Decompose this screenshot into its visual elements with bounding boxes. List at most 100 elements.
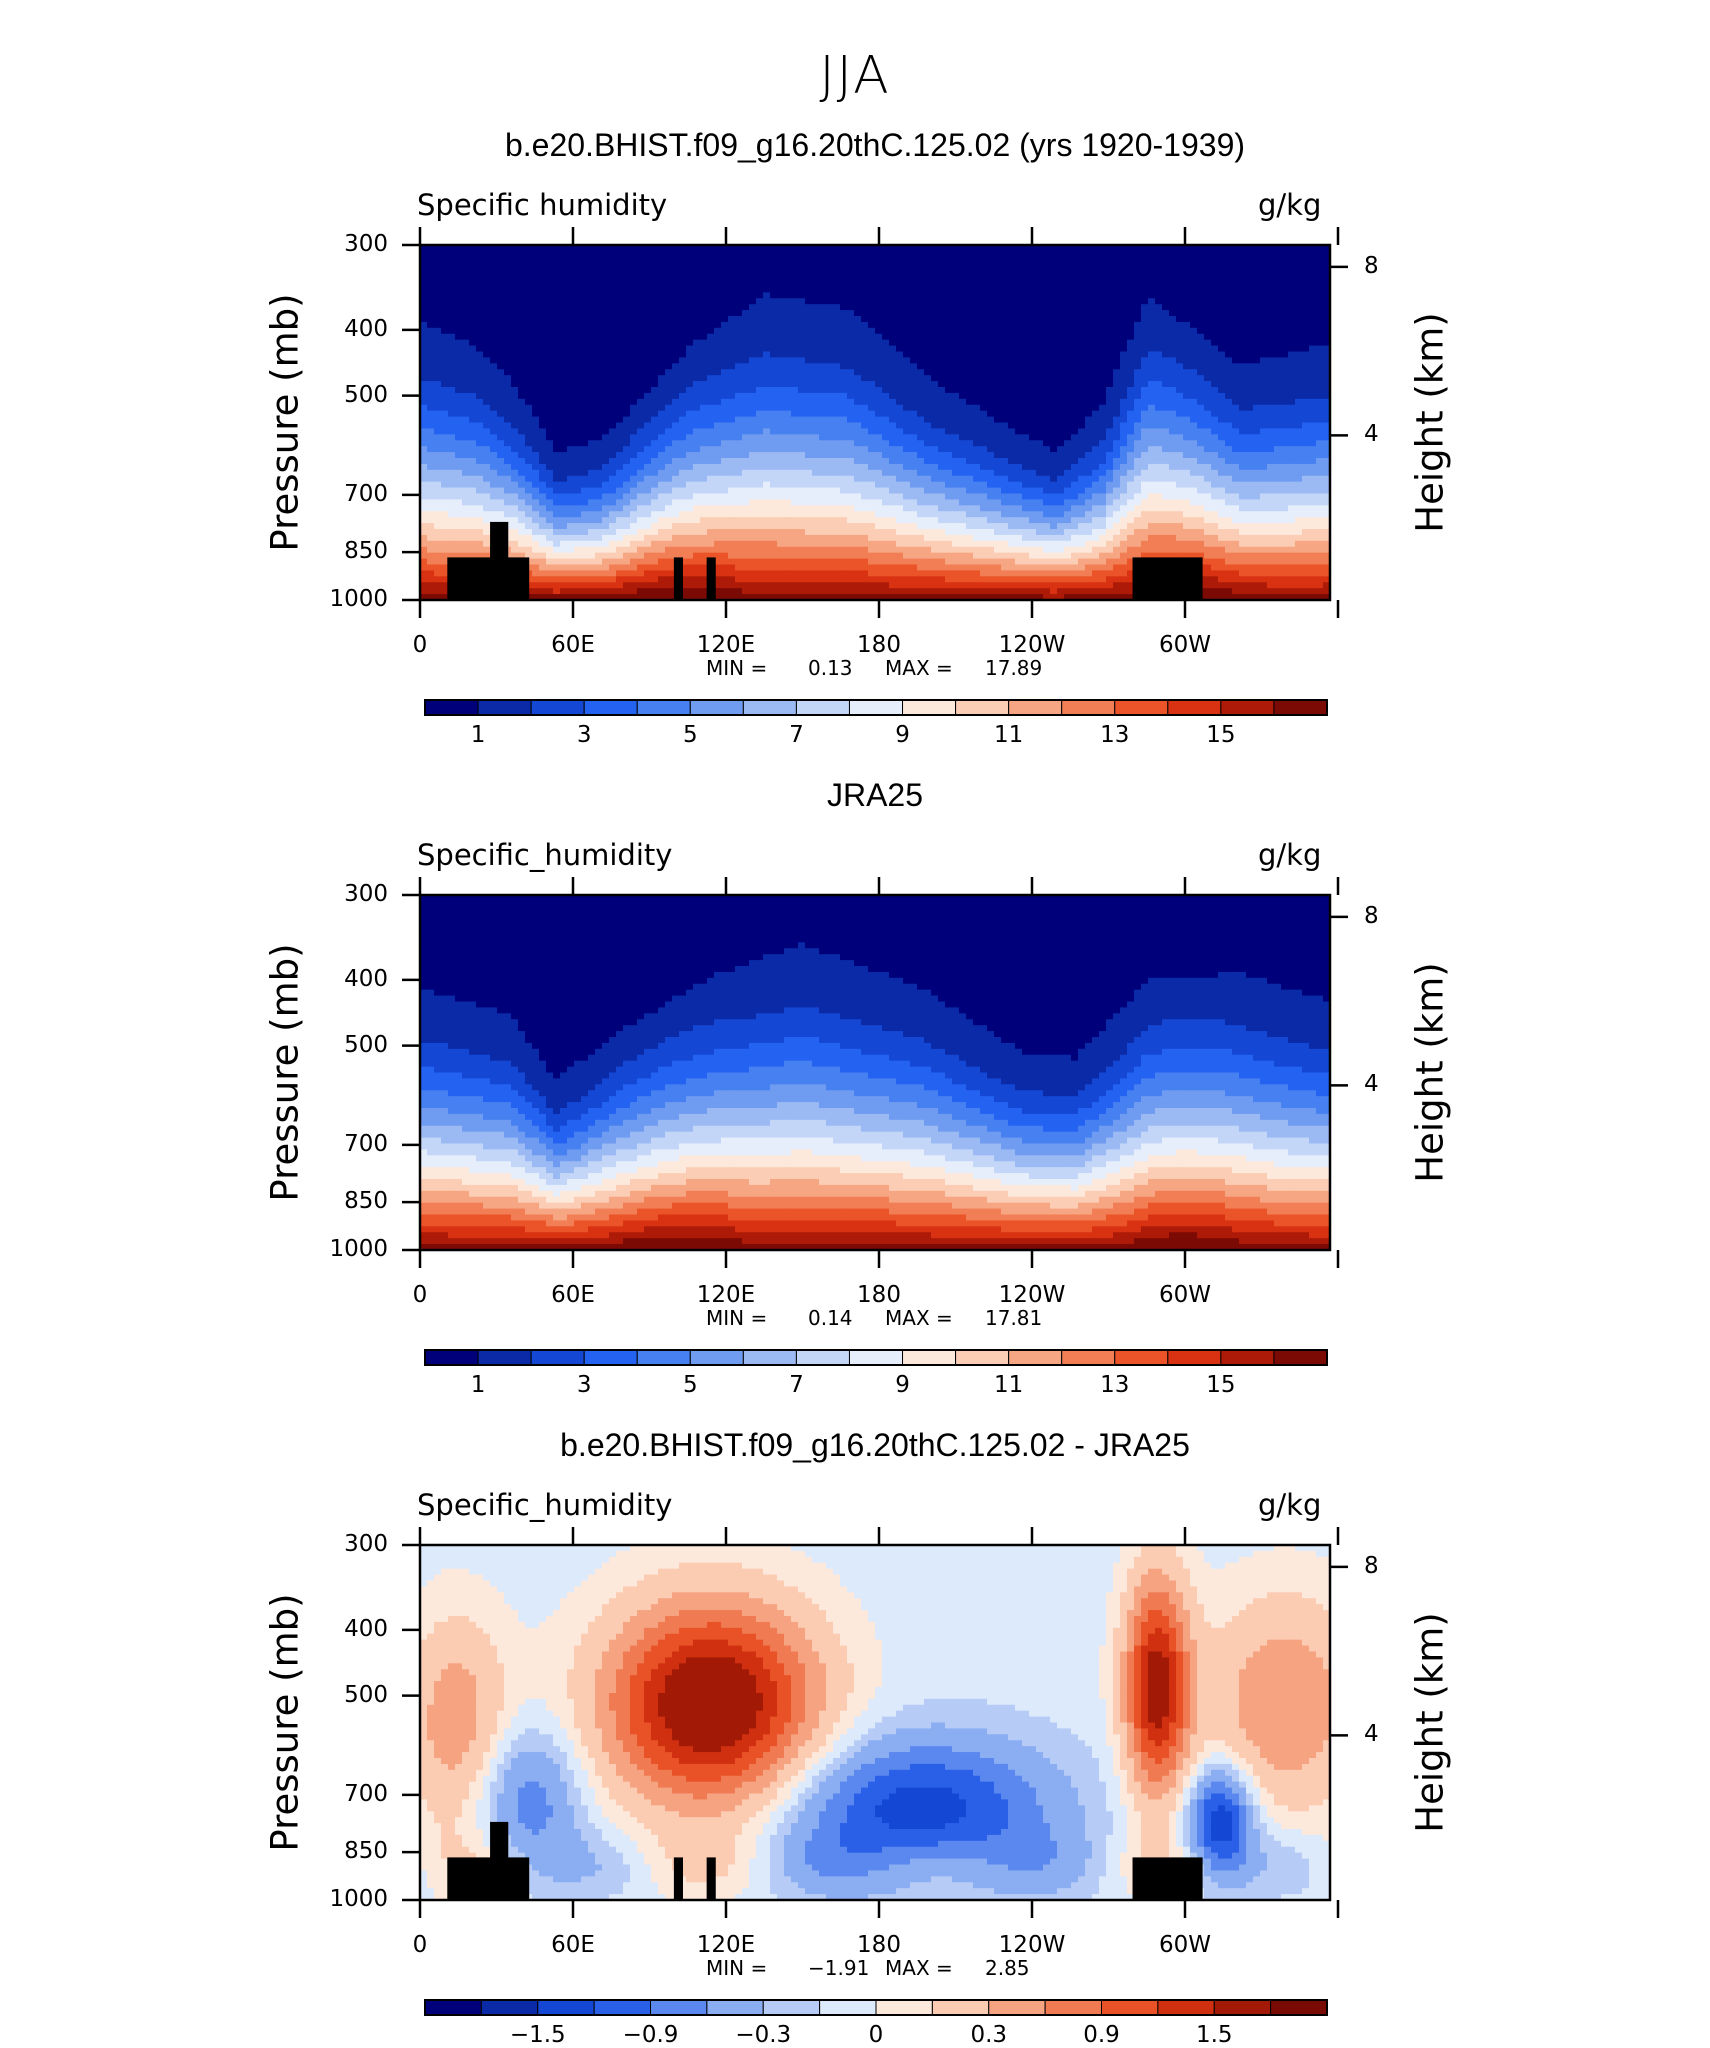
- contour-cell: [525, 263, 533, 270]
- contour-cell: [938, 446, 946, 453]
- contour-cell: [1029, 381, 1037, 388]
- contour-cell: [1078, 375, 1086, 382]
- contour-cell: [791, 446, 799, 453]
- contour-cell: [1225, 263, 1233, 270]
- contour-cell: [1015, 340, 1023, 347]
- contour-cell: [560, 346, 568, 353]
- contour-cell: [490, 316, 498, 323]
- contour-cell: [1036, 434, 1044, 441]
- contour-cell: [1050, 464, 1058, 471]
- contour-cell: [952, 357, 960, 364]
- contour-cell: [434, 440, 442, 447]
- contour-cell: [882, 263, 890, 270]
- contour-cell: [756, 387, 764, 394]
- contour-cell: [735, 298, 743, 305]
- contour-cell: [1211, 458, 1219, 465]
- contour-cell: [952, 328, 960, 335]
- contour-cell: [511, 446, 519, 453]
- contour-cell: [497, 446, 505, 453]
- contour-cell: [980, 346, 988, 353]
- contour-cell: [1288, 393, 1296, 400]
- contour-cell: [938, 464, 946, 471]
- contour-cell: [1197, 281, 1205, 288]
- contour-cell: [462, 434, 470, 441]
- contour-cell: [1274, 423, 1282, 430]
- contour-cell: [644, 434, 652, 441]
- contour-cell: [994, 434, 1002, 441]
- contour-cell: [1029, 375, 1037, 382]
- contour-cell: [1211, 381, 1219, 388]
- contour-cell: [679, 369, 687, 376]
- contour-cell: [903, 387, 911, 394]
- contour-cell: [735, 269, 743, 276]
- contour-cell: [1057, 334, 1065, 341]
- contour-cell: [917, 363, 925, 370]
- contour-cell: [1162, 322, 1170, 329]
- contour-cell: [1127, 286, 1135, 293]
- contour-cell: [1015, 381, 1023, 388]
- contour-cell: [497, 440, 505, 447]
- contour-cell: [497, 286, 505, 293]
- contour-cell: [1162, 281, 1170, 288]
- contour-cell: [742, 328, 750, 335]
- contour-cell: [567, 393, 575, 400]
- contour-cell: [1106, 292, 1114, 299]
- contour-cell: [1246, 322, 1254, 329]
- contour-cell: [1274, 281, 1282, 288]
- contour-cell: [581, 275, 589, 282]
- contour-cell: [1015, 275, 1023, 282]
- contour-cell: [742, 464, 750, 471]
- contour-cell: [1302, 263, 1310, 270]
- contour-cell: [679, 428, 687, 435]
- contour-cell: [812, 334, 820, 341]
- contour-cell: [994, 405, 1002, 412]
- contour-cell: [819, 428, 827, 435]
- contour-cell: [728, 316, 736, 323]
- contour-cell: [560, 357, 568, 364]
- contour-cell: [1302, 316, 1310, 323]
- contour-cell: [1008, 269, 1016, 276]
- contour-cell: [1113, 346, 1121, 353]
- contour-cell: [483, 357, 491, 364]
- contour-cell: [476, 251, 484, 258]
- contour-cell: [1204, 369, 1212, 376]
- contour-cell: [924, 298, 932, 305]
- contour-cell: [1190, 381, 1198, 388]
- contour-cell: [833, 405, 841, 412]
- contour-cell: [539, 423, 547, 430]
- contour-cell: [427, 269, 435, 276]
- contour-cell: [525, 446, 533, 453]
- contour-cell: [1092, 387, 1100, 394]
- contour-cell: [875, 310, 883, 317]
- contour-cell: [700, 257, 708, 264]
- contour-cell: [490, 423, 498, 430]
- contour-cell: [1162, 375, 1170, 382]
- contour-cell: [1169, 298, 1177, 305]
- contour-cell: [1253, 399, 1261, 406]
- contour-cell: [980, 263, 988, 270]
- contour-cell: [1218, 281, 1226, 288]
- contour-cell: [560, 369, 568, 376]
- contour-cell: [1015, 334, 1023, 341]
- contour-cell: [588, 399, 596, 406]
- contour-cell: [616, 346, 624, 353]
- contour-cell: [462, 464, 470, 471]
- contour-cell: [700, 340, 708, 347]
- contour-cell: [1120, 369, 1128, 376]
- contour-cell: [616, 286, 624, 293]
- contour-cell: [441, 328, 449, 335]
- contour-cell: [1043, 257, 1051, 264]
- contour-cell: [959, 269, 967, 276]
- contour-cell: [693, 369, 701, 376]
- contour-cell: [840, 405, 848, 412]
- contour-cell: [693, 375, 701, 382]
- contour-cell: [987, 464, 995, 471]
- contour-cell: [1246, 263, 1254, 270]
- contour-cell: [616, 281, 624, 288]
- contour-cell: [630, 328, 638, 335]
- contour-cell: [1253, 393, 1261, 400]
- contour-cell: [868, 275, 876, 282]
- contour-cell: [1120, 281, 1128, 288]
- contour-cell: [735, 352, 743, 359]
- contour-cell: [1232, 257, 1240, 264]
